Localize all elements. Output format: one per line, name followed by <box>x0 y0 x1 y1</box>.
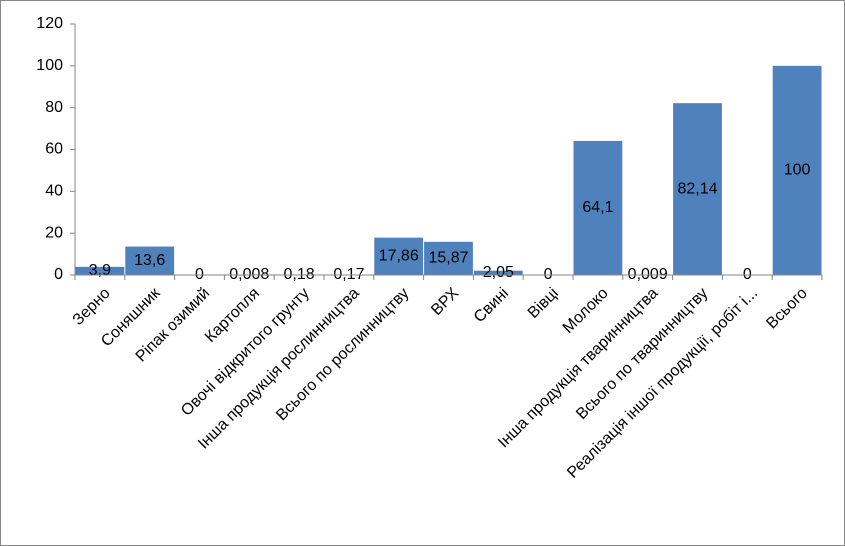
bar <box>374 237 424 275</box>
bar <box>75 266 125 275</box>
value-label: 17,86 <box>379 248 419 265</box>
bar <box>125 246 175 275</box>
bar <box>473 270 523 275</box>
value-label: 100 <box>784 162 811 179</box>
value-label: 2,05 <box>483 264 514 281</box>
value-label: 82,14 <box>677 180 717 197</box>
value-label: 15,87 <box>428 250 468 267</box>
value-label: 3,9 <box>89 262 111 279</box>
y-tick-label: 120 <box>36 15 63 32</box>
y-tick-label: 0 <box>54 266 63 283</box>
value-label: 64,1 <box>582 199 613 216</box>
y-tick-label: 80 <box>45 99 63 116</box>
bar <box>573 140 623 275</box>
y-tick-label: 20 <box>45 224 63 241</box>
bar <box>673 103 722 276</box>
y-tick-label: 40 <box>45 183 63 200</box>
value-label: 13,6 <box>134 252 165 269</box>
bar <box>424 241 473 275</box>
y-tick-label: 100 <box>36 57 63 74</box>
bar <box>772 65 822 275</box>
y-tick-label: 60 <box>45 141 63 158</box>
